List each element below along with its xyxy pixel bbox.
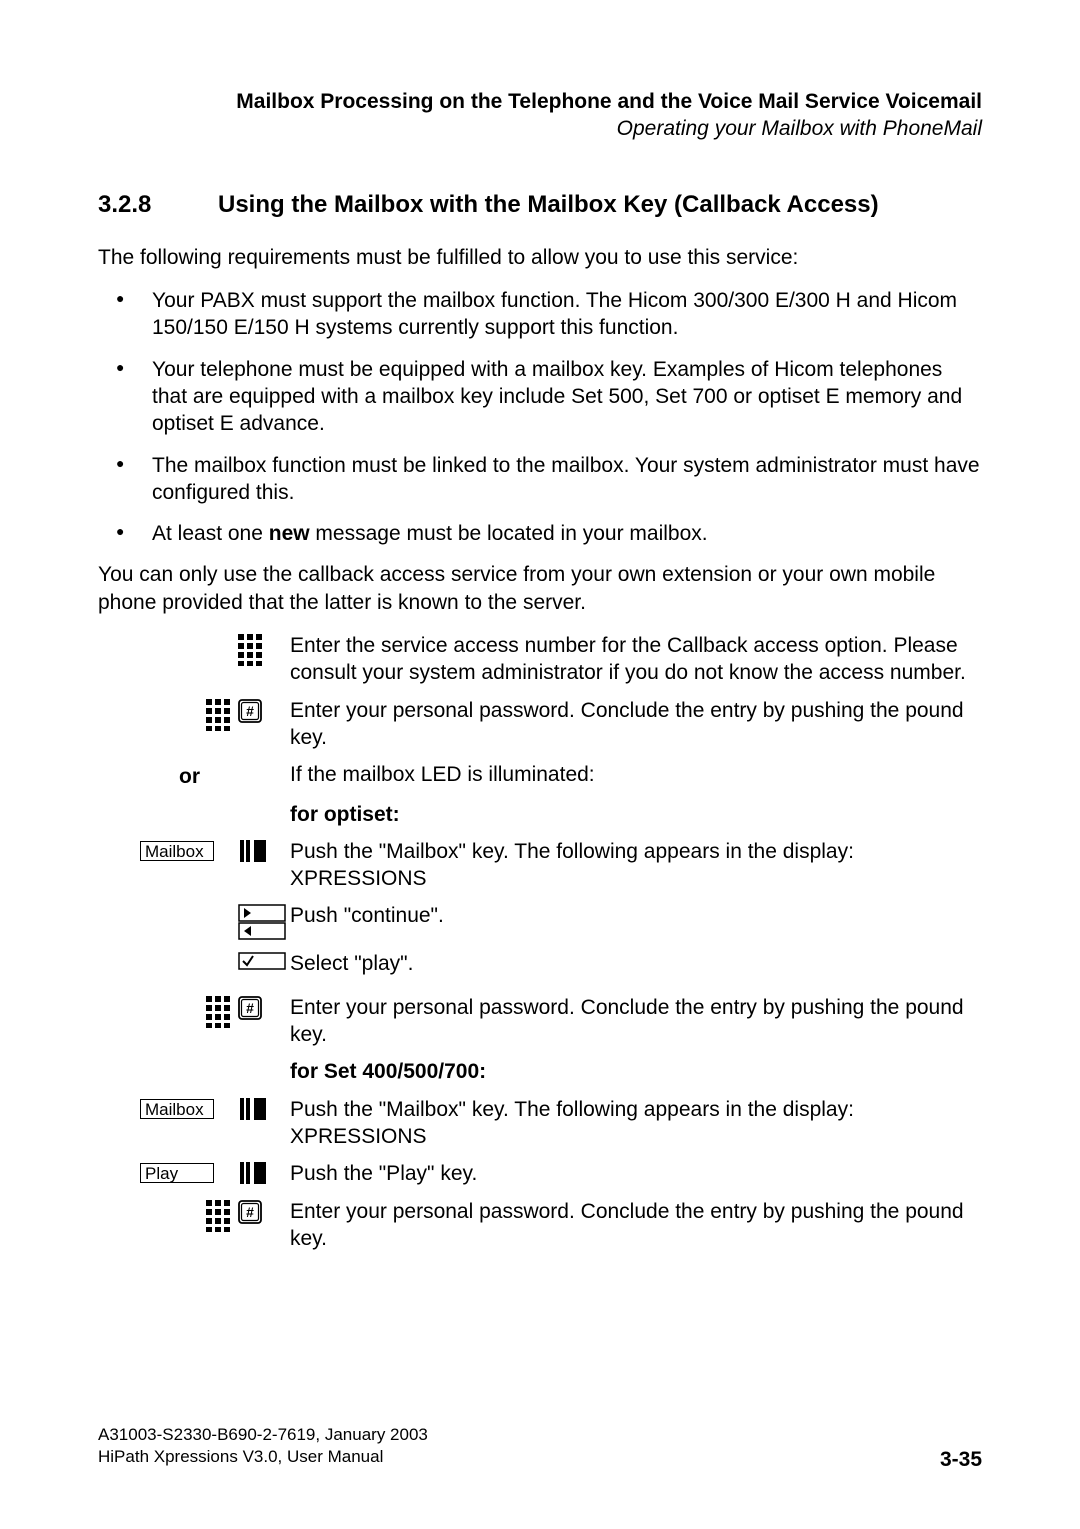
step-row: Push "continue". (98, 902, 982, 940)
text: Push the "Mailbox" key. The following ap… (290, 840, 854, 863)
subheading: for Set 400/500/700: (290, 1058, 982, 1085)
subheading: for optiset: (290, 801, 982, 828)
list-item: At least one new message must be located… (146, 520, 982, 547)
step-row: or If the mailbox LED is illuminated: (98, 761, 982, 790)
text: Push the "Mailbox" key. The following ap… (290, 1098, 854, 1121)
key-label: Play (140, 1163, 214, 1183)
step-text: Select "play". (290, 950, 982, 977)
footer-doc-id: A31003-S2330-B690-2-7619, January 2003 (98, 1424, 982, 1446)
mailbox-key: Mailbox (140, 840, 214, 862)
chapter-title: Mailbox Processing on the Telephone and … (98, 88, 982, 115)
keypad-icon (206, 1200, 230, 1232)
keypad-icon (238, 634, 262, 666)
pound-key-icon (238, 1200, 262, 1224)
footer-product: HiPath Xpressions V3.0, User Manual (98, 1446, 383, 1473)
step-row: Mailbox Push the "Mailbox" key. The foll… (98, 838, 982, 893)
step-text: Push the "Play" key. (290, 1160, 982, 1187)
step-row: Enter your personal password. Conclude t… (98, 697, 982, 752)
step-row: Enter your personal password. Conclude t… (98, 1198, 982, 1253)
page-footer: A31003-S2330-B690-2-7619, January 2003 H… (98, 1424, 982, 1473)
step-text: If the mailbox LED is illuminated: (290, 761, 982, 788)
step-row: Mailbox Push the "Mailbox" key. The foll… (98, 1096, 982, 1151)
step-text: Enter your personal password. Conclude t… (290, 994, 982, 1049)
list-item: Your telephone must be equipped with a m… (146, 356, 982, 438)
intro-text: The following requirements must be fulfi… (98, 244, 982, 271)
key-led-icon (240, 840, 266, 862)
list-item: Your PABX must support the mailbox funct… (146, 287, 982, 342)
step-row: Play Push the "Play" key. (98, 1160, 982, 1187)
key-led-icon (240, 1162, 266, 1184)
section-heading: 3.2.8 Using the Mailbox with the Mailbox… (98, 189, 982, 220)
text: XPRESSIONS (290, 867, 427, 890)
list-item: The mailbox function must be linked to t… (146, 452, 982, 507)
mailbox-key: Mailbox (140, 1098, 214, 1120)
requirements-list: Your PABX must support the mailbox funct… (98, 287, 982, 547)
ok-key-icon (238, 952, 286, 970)
page: Mailbox Processing on the Telephone and … (0, 0, 1080, 1529)
key-label: Mailbox (140, 1099, 214, 1119)
step-row: Enter the service access number for the … (98, 632, 982, 687)
page-number: 3-35 (940, 1446, 982, 1473)
or-label: or (98, 763, 230, 790)
step-text: Enter your personal password. Conclude t… (290, 697, 982, 752)
play-key: Play (140, 1162, 214, 1184)
step-text: Push the "Mailbox" key. The following ap… (290, 838, 982, 893)
pound-key-icon (238, 996, 262, 1020)
step-text: Push the "Mailbox" key. The following ap… (290, 1096, 982, 1151)
key-led-icon (240, 1098, 266, 1120)
step-row: Enter your personal password. Conclude t… (98, 994, 982, 1049)
keypad-icon (206, 996, 230, 1028)
text: XPRESSIONS (290, 1125, 427, 1148)
pound-key-icon (238, 699, 262, 723)
step-text: Enter the service access number for the … (290, 632, 982, 687)
step-row: Select "play". (98, 950, 982, 977)
nav-keys-icon (238, 904, 286, 940)
bold-text: new (269, 522, 310, 545)
chapter-subtitle: Operating your Mailbox with PhoneMail (98, 115, 982, 142)
keypad-icon (206, 699, 230, 731)
step-text: Enter your personal password. Conclude t… (290, 1198, 982, 1253)
key-label: Mailbox (140, 841, 214, 861)
text: At least one (152, 522, 269, 545)
text: message must be located in your mailbox. (310, 522, 708, 545)
section-title: Using the Mailbox with the Mailbox Key (… (218, 189, 879, 220)
section-number: 3.2.8 (98, 189, 218, 220)
step-text: Push "continue". (290, 902, 982, 929)
note-text: You can only use the callback access ser… (98, 561, 982, 616)
